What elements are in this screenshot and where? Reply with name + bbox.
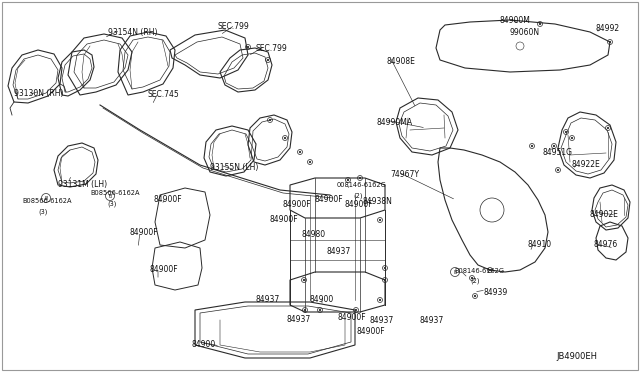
Text: SEC.799: SEC.799 [255,44,287,53]
Text: SEC.745: SEC.745 [148,90,180,99]
Circle shape [531,145,532,147]
Text: B08566-6162A: B08566-6162A [22,198,72,204]
Text: (3): (3) [38,208,47,215]
Text: 008146-6162G: 008146-6162G [337,182,387,188]
Circle shape [384,279,386,281]
Circle shape [379,299,381,301]
Text: 84939: 84939 [484,288,508,297]
Circle shape [539,23,541,25]
Text: 93131M (LH): 93131M (LH) [58,180,107,189]
Text: B: B [108,193,112,199]
Text: 93154N (RH): 93154N (RH) [108,28,157,37]
Text: 84908E: 84908E [387,57,416,66]
Text: 84910: 84910 [528,240,552,249]
Text: 84937: 84937 [327,247,351,256]
Text: 84951G: 84951G [543,148,573,157]
Text: 84900F: 84900F [345,200,374,209]
Circle shape [247,46,249,48]
Circle shape [565,131,567,133]
Text: 84900M: 84900M [500,16,531,25]
Circle shape [303,279,305,281]
Circle shape [299,151,301,153]
Text: (2): (2) [470,278,479,285]
Text: 84900F: 84900F [153,195,182,204]
Text: 84937: 84937 [370,316,394,325]
Circle shape [304,309,306,311]
Text: 84900: 84900 [310,295,334,304]
Circle shape [553,145,555,147]
Circle shape [557,169,559,171]
Text: JB4900EH: JB4900EH [556,352,597,361]
Circle shape [489,269,491,271]
Text: 84990MA: 84990MA [377,118,413,127]
Text: 84900F: 84900F [150,265,179,274]
Text: B: B [44,196,48,201]
Circle shape [355,309,357,311]
Circle shape [319,309,321,311]
Text: B08566-6162A: B08566-6162A [90,190,140,196]
Text: 84937: 84937 [255,295,279,304]
Text: 84980: 84980 [302,230,326,239]
Text: 84900F: 84900F [357,327,386,336]
Text: B: B [453,269,457,275]
Text: 74967Y: 74967Y [390,170,419,179]
Text: 84900: 84900 [192,340,216,349]
Text: 99060N: 99060N [510,28,540,37]
Circle shape [309,161,311,163]
Text: (3): (3) [107,200,116,206]
Text: 84937: 84937 [420,316,444,325]
Text: 93130N (RH): 93130N (RH) [14,89,63,98]
Text: 84902E: 84902E [590,210,619,219]
Text: 84937: 84937 [287,315,311,324]
Text: 84900F: 84900F [315,195,344,204]
Circle shape [609,41,611,43]
Text: 84922E: 84922E [572,160,601,169]
Circle shape [379,219,381,221]
Circle shape [474,295,476,297]
Circle shape [284,137,286,139]
Circle shape [571,137,573,139]
Text: 84992: 84992 [596,24,620,33]
Text: 84900F: 84900F [283,200,312,209]
Circle shape [269,119,271,121]
Circle shape [267,59,269,61]
Text: 84900F: 84900F [270,215,299,224]
Text: 84900F: 84900F [338,313,367,322]
Text: 84900F: 84900F [130,228,159,237]
Text: SEC.799: SEC.799 [218,22,250,31]
Text: 84976: 84976 [594,240,618,249]
Text: 93155N (LH): 93155N (LH) [210,163,259,172]
Circle shape [347,179,349,181]
Circle shape [359,177,361,179]
Text: B08146-6162G: B08146-6162G [454,268,504,274]
Circle shape [607,127,609,129]
Circle shape [384,267,386,269]
Circle shape [471,277,473,279]
Text: (2): (2) [353,192,362,199]
Text: 84938N: 84938N [363,197,393,206]
